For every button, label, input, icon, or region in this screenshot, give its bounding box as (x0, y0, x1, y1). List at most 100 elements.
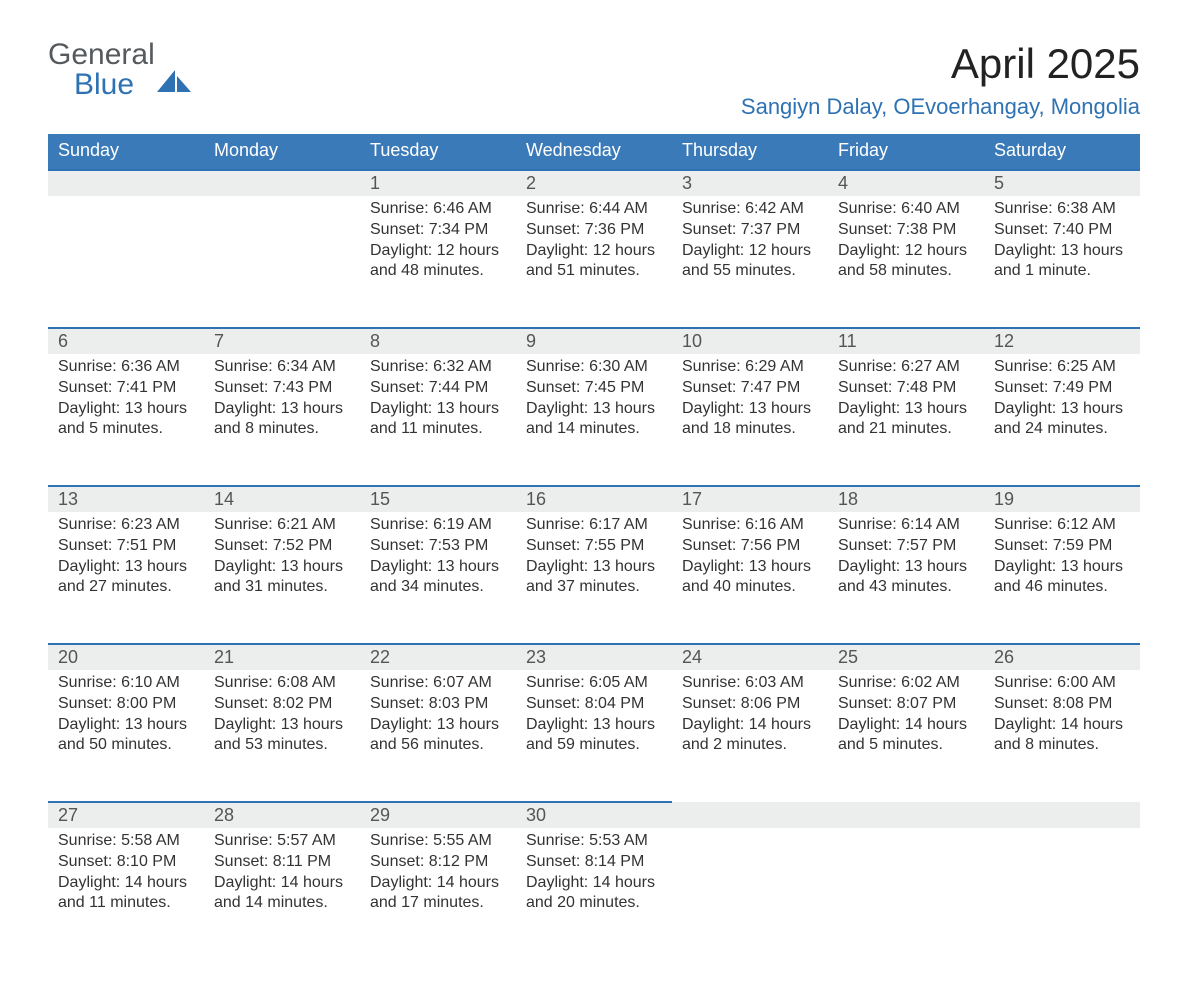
daylight-line: Daylight: 14 hours and 20 minutes. (526, 873, 662, 915)
brand-word1: General (48, 38, 155, 71)
weekday-header-row: SundayMondayTuesdayWednesdayThursdayFrid… (48, 134, 1140, 170)
sunrise-line: Sunrise: 6:17 AM (526, 515, 662, 536)
day-number-cell: 26 (984, 644, 1140, 670)
day-number-cell: 11 (828, 328, 984, 354)
sunset-line: Sunset: 8:12 PM (370, 852, 506, 873)
day-number-cell: 19 (984, 486, 1140, 512)
brand-word2: Blue (48, 68, 134, 101)
day-body-cell: Sunrise: 6:34 AMSunset: 7:43 PMDaylight:… (204, 354, 360, 486)
brand-logo: General Blue (48, 40, 191, 100)
day-body-cell: Sunrise: 6:02 AMSunset: 8:07 PMDaylight:… (828, 670, 984, 802)
daynum-row: 13141516171819 (48, 486, 1140, 512)
sunset-line: Sunset: 7:48 PM (838, 378, 974, 399)
weekday-header: Thursday (672, 134, 828, 170)
day-number-cell (48, 170, 204, 196)
daylight-line: Daylight: 13 hours and 56 minutes. (370, 715, 506, 757)
day-body-cell (984, 828, 1140, 960)
daylight-line: Daylight: 12 hours and 55 minutes. (682, 241, 818, 283)
daylight-line: Daylight: 13 hours and 24 minutes. (994, 399, 1130, 441)
day-body-cell: Sunrise: 6:36 AMSunset: 7:41 PMDaylight:… (48, 354, 204, 486)
day-number-cell (204, 170, 360, 196)
daybody-row: Sunrise: 5:58 AMSunset: 8:10 PMDaylight:… (48, 828, 1140, 960)
day-body-cell: Sunrise: 6:19 AMSunset: 7:53 PMDaylight:… (360, 512, 516, 644)
day-body-cell: Sunrise: 6:05 AMSunset: 8:04 PMDaylight:… (516, 670, 672, 802)
sunrise-line: Sunrise: 6:29 AM (682, 357, 818, 378)
day-number-cell: 17 (672, 486, 828, 512)
daylight-line: Daylight: 14 hours and 11 minutes. (58, 873, 194, 915)
day-body-cell: Sunrise: 6:38 AMSunset: 7:40 PMDaylight:… (984, 196, 1140, 328)
day-number-cell: 23 (516, 644, 672, 670)
sunset-line: Sunset: 7:37 PM (682, 220, 818, 241)
day-number-cell: 3 (672, 170, 828, 196)
daynum-row: 6789101112 (48, 328, 1140, 354)
sunset-line: Sunset: 7:44 PM (370, 378, 506, 399)
day-number-cell: 10 (672, 328, 828, 354)
day-body-cell: Sunrise: 6:07 AMSunset: 8:03 PMDaylight:… (360, 670, 516, 802)
sunrise-line: Sunrise: 6:23 AM (58, 515, 194, 536)
sunset-line: Sunset: 8:03 PM (370, 694, 506, 715)
day-body-cell: Sunrise: 6:46 AMSunset: 7:34 PMDaylight:… (360, 196, 516, 328)
sunset-line: Sunset: 7:49 PM (994, 378, 1130, 399)
sunrise-line: Sunrise: 6:27 AM (838, 357, 974, 378)
sunrise-line: Sunrise: 6:42 AM (682, 199, 818, 220)
sunrise-line: Sunrise: 6:02 AM (838, 673, 974, 694)
day-body-cell: Sunrise: 5:55 AMSunset: 8:12 PMDaylight:… (360, 828, 516, 960)
day-body-cell: Sunrise: 5:57 AMSunset: 8:11 PMDaylight:… (204, 828, 360, 960)
sunrise-line: Sunrise: 6:36 AM (58, 357, 194, 378)
day-body-cell: Sunrise: 6:32 AMSunset: 7:44 PMDaylight:… (360, 354, 516, 486)
sunrise-line: Sunrise: 5:57 AM (214, 831, 350, 852)
weekday-header: Saturday (984, 134, 1140, 170)
sunrise-line: Sunrise: 6:30 AM (526, 357, 662, 378)
day-body-cell: Sunrise: 6:03 AMSunset: 8:06 PMDaylight:… (672, 670, 828, 802)
day-body-cell: Sunrise: 6:16 AMSunset: 7:56 PMDaylight:… (672, 512, 828, 644)
sunset-line: Sunset: 7:57 PM (838, 536, 974, 557)
day-number-cell: 16 (516, 486, 672, 512)
day-number-cell: 5 (984, 170, 1140, 196)
sunrise-line: Sunrise: 6:14 AM (838, 515, 974, 536)
daybody-row: Sunrise: 6:46 AMSunset: 7:34 PMDaylight:… (48, 196, 1140, 328)
sunrise-line: Sunrise: 6:34 AM (214, 357, 350, 378)
day-body-cell: Sunrise: 6:25 AMSunset: 7:49 PMDaylight:… (984, 354, 1140, 486)
month-title: April 2025 (741, 40, 1140, 88)
day-number-cell: 7 (204, 328, 360, 354)
daylight-line: Daylight: 13 hours and 5 minutes. (58, 399, 194, 441)
day-number-cell: 27 (48, 802, 204, 828)
sunset-line: Sunset: 7:51 PM (58, 536, 194, 557)
sunset-line: Sunset: 8:11 PM (214, 852, 350, 873)
sunrise-line: Sunrise: 6:16 AM (682, 515, 818, 536)
day-number-cell: 25 (828, 644, 984, 670)
daylight-line: Daylight: 13 hours and 40 minutes. (682, 557, 818, 599)
day-body-cell: Sunrise: 6:27 AMSunset: 7:48 PMDaylight:… (828, 354, 984, 486)
day-number-cell: 14 (204, 486, 360, 512)
daylight-line: Daylight: 13 hours and 50 minutes. (58, 715, 194, 757)
header: General Blue April 2025 Sangiyn Dalay, O… (48, 40, 1140, 130)
sunset-line: Sunset: 8:14 PM (526, 852, 662, 873)
day-number-cell: 30 (516, 802, 672, 828)
location: Sangiyn Dalay, OEvoerhangay, Mongolia (741, 94, 1140, 120)
day-body-cell: Sunrise: 6:29 AMSunset: 7:47 PMDaylight:… (672, 354, 828, 486)
day-number-cell: 13 (48, 486, 204, 512)
day-number-cell: 9 (516, 328, 672, 354)
sunset-line: Sunset: 8:10 PM (58, 852, 194, 873)
daylight-line: Daylight: 14 hours and 14 minutes. (214, 873, 350, 915)
sunset-line: Sunset: 7:36 PM (526, 220, 662, 241)
day-number-cell: 21 (204, 644, 360, 670)
sunrise-line: Sunrise: 6:10 AM (58, 673, 194, 694)
sunset-line: Sunset: 7:47 PM (682, 378, 818, 399)
day-body-cell (204, 196, 360, 328)
weekday-header: Sunday (48, 134, 204, 170)
daylight-line: Daylight: 13 hours and 31 minutes. (214, 557, 350, 599)
day-body-cell: Sunrise: 6:23 AMSunset: 7:51 PMDaylight:… (48, 512, 204, 644)
sunrise-line: Sunrise: 6:21 AM (214, 515, 350, 536)
day-number-cell: 24 (672, 644, 828, 670)
daylight-line: Daylight: 13 hours and 14 minutes. (526, 399, 662, 441)
daylight-line: Daylight: 13 hours and 37 minutes. (526, 557, 662, 599)
day-body-cell: Sunrise: 6:42 AMSunset: 7:37 PMDaylight:… (672, 196, 828, 328)
day-body-cell: Sunrise: 6:14 AMSunset: 7:57 PMDaylight:… (828, 512, 984, 644)
day-body-cell: Sunrise: 6:08 AMSunset: 8:02 PMDaylight:… (204, 670, 360, 802)
daylight-line: Daylight: 13 hours and 27 minutes. (58, 557, 194, 599)
day-number-cell: 1 (360, 170, 516, 196)
sunrise-line: Sunrise: 5:53 AM (526, 831, 662, 852)
sunset-line: Sunset: 7:52 PM (214, 536, 350, 557)
sunset-line: Sunset: 8:04 PM (526, 694, 662, 715)
